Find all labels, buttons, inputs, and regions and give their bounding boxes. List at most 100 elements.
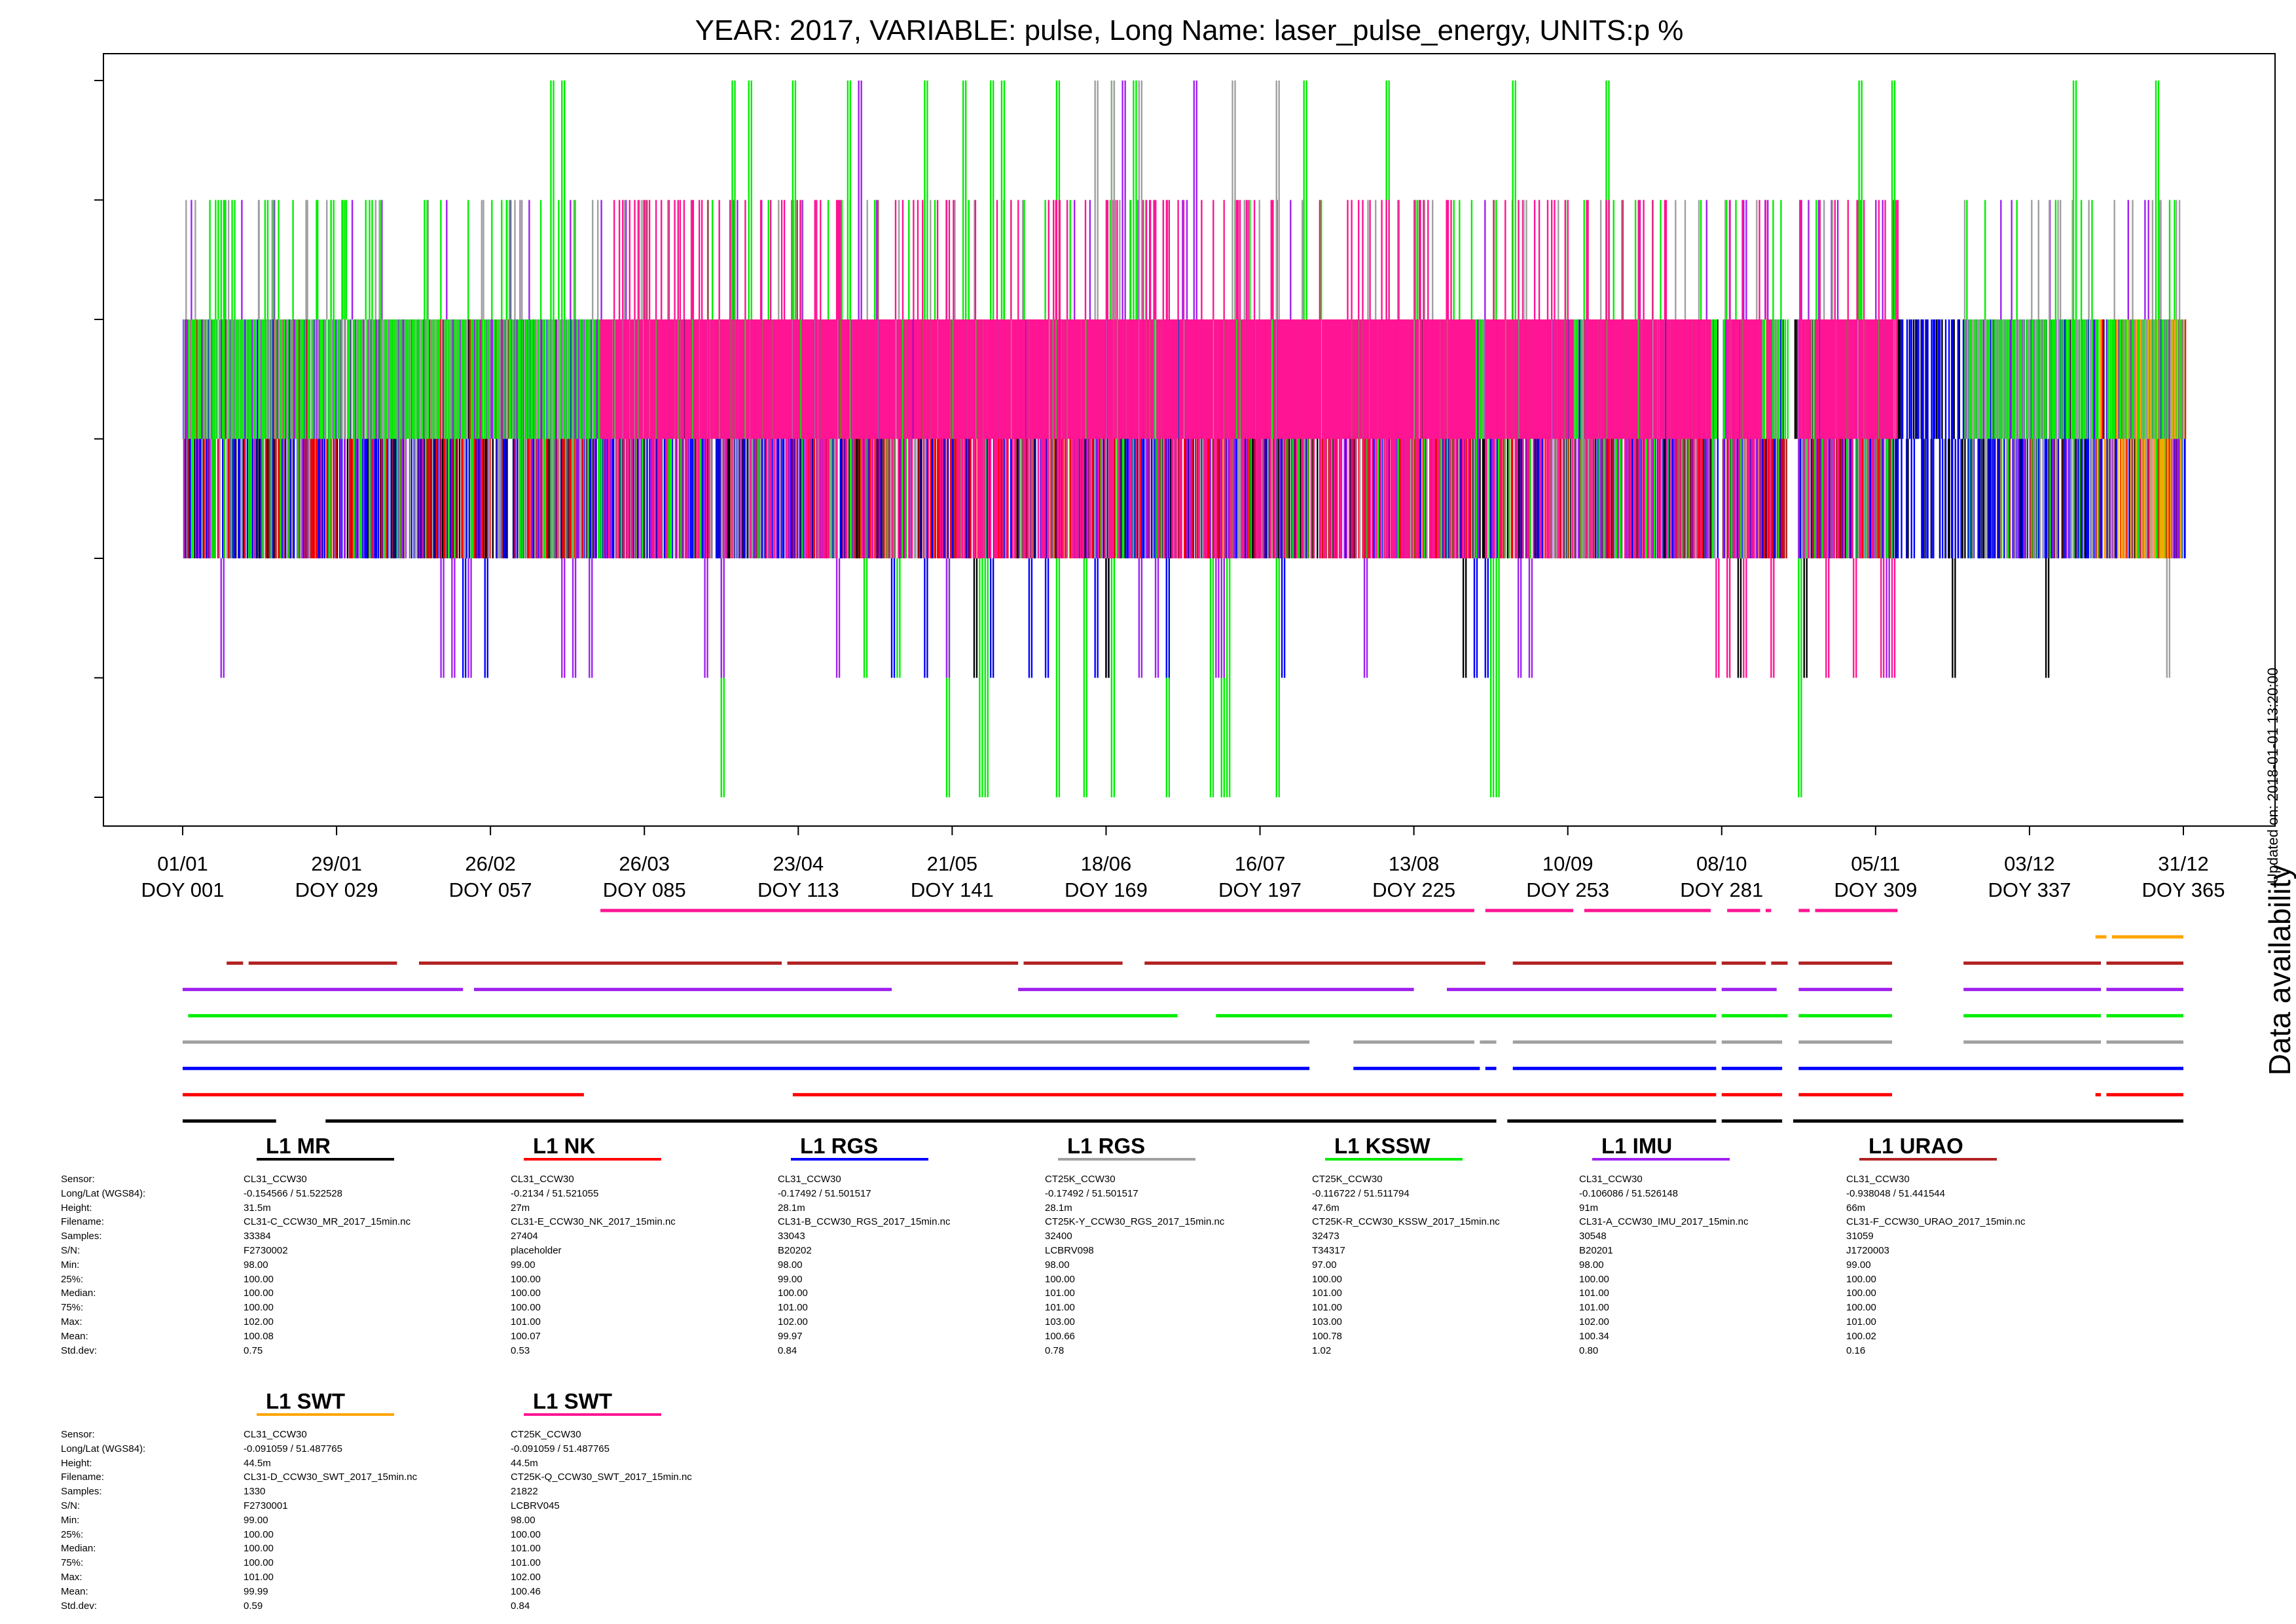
stats-value-filename: CL31-D_CCW30_SWT_2017_15min.nc — [244, 1471, 418, 1483]
stats-label: Min: — [61, 1514, 80, 1526]
spikes-cl31-ccw30-imu-l1 — [220, 81, 1890, 678]
y-tick-label — [60, 174, 84, 226]
stats-label: Std.dev: — [61, 1600, 98, 1612]
x-tick-doy: DOY 225 — [1372, 878, 1456, 901]
series-trace — [600, 200, 1899, 558]
x-tick-label: 10/09 DOY 253 — [1496, 851, 1640, 903]
stats-value-lonlat: -0.091059 / 51.487765 — [511, 1443, 610, 1454]
x-tick-label: 05/11 DOY 309 — [1804, 851, 1948, 903]
stats-value-filename: CT25K-R_CCW30_KSSW_2017_15min.nc — [1312, 1216, 1500, 1228]
stats-label: Height: — [61, 1202, 92, 1214]
stats-value-lonlat: -0.17492 / 51.501517 — [1045, 1187, 1139, 1199]
stats-value-height: 66m — [1846, 1202, 1866, 1214]
y-tick-label — [60, 293, 84, 346]
x-tick-label: 23/04 DOY 113 — [726, 851, 870, 903]
stats-block-title: L1 URAO — [1868, 1134, 1963, 1158]
x-tick-date: 05/11 — [1851, 852, 1901, 875]
stats-value-median: 100.00 — [511, 1288, 541, 1299]
stats-value-q25: 100.00 — [1045, 1273, 1075, 1285]
data-traces — [183, 81, 2187, 797]
stats-value-q25: 100.00 — [511, 1528, 541, 1540]
x-tick-label: 13/08 DOY 225 — [1342, 851, 1486, 903]
x-axis — [182, 825, 2184, 835]
x-tick-date: 21/05 — [926, 852, 978, 875]
y-tick-label — [60, 532, 84, 585]
stats-block-title: L1 RGS — [1067, 1134, 1146, 1158]
stats-value-q25: 100.00 — [511, 1273, 541, 1285]
stats-label: Mean: — [61, 1330, 88, 1342]
stats-value-sn: F2730001 — [244, 1500, 288, 1511]
stats-labels: Sensor: Long/Lat (WGS84): Height: Filename:… — [61, 1172, 145, 1358]
x-tick-doy: DOY 197 — [1218, 878, 1302, 901]
stats-value-median: 101.00 — [1579, 1288, 1609, 1299]
stats-value-std: 1.02 — [1312, 1344, 1332, 1356]
stats-value-min: 97.00 — [1312, 1259, 1337, 1271]
stats-label: S/N: — [61, 1244, 81, 1256]
stats-value-height: 27m — [511, 1202, 530, 1214]
stats-value-max: 102.00 — [244, 1316, 274, 1327]
stats-label: Filename: — [61, 1216, 104, 1228]
x-tick-label: 26/03 DOY 085 — [572, 851, 716, 903]
stats-value-samples: 31059 — [1846, 1231, 1874, 1242]
stats-value-sensor: CT25K_CCW30 — [1312, 1174, 1383, 1185]
x-tick-doy: DOY 169 — [1064, 878, 1148, 901]
x-tick-date: 31/12 — [2158, 852, 2209, 875]
x-tick-doy: DOY 001 — [141, 878, 225, 901]
stats-value-sensor: CL31_CCW30 — [511, 1174, 574, 1185]
chart-title: YEAR: 2017, VARIABLE: pulse, Long Name: … — [695, 14, 1684, 46]
x-tick-doy: DOY 029 — [295, 878, 378, 901]
stats-label: Median: — [61, 1543, 96, 1555]
stats-value-filename: CL31-B_CCW30_RGS_2017_15min.nc — [778, 1216, 951, 1228]
stats-label: 75%: — [61, 1302, 84, 1314]
stats-block-header: L1 MR — [244, 1130, 505, 1164]
x-tick-label: 16/07 DOY 197 — [1188, 851, 1332, 903]
stats-block-underline — [1058, 1158, 1195, 1161]
stats-label: 75%: — [61, 1557, 84, 1569]
x-tick-doy: DOY 057 — [448, 878, 532, 901]
y-tick-label — [60, 771, 84, 823]
x-tick-doy: DOY 085 — [602, 878, 686, 901]
stats-value-median: 100.00 — [778, 1288, 808, 1299]
x-tick-label: 18/06 DOY 169 — [1034, 851, 1178, 903]
stats-value-max: 102.00 — [511, 1571, 541, 1583]
stats-value-q25: 100.00 — [1312, 1273, 1342, 1285]
stats-block-header: L1 KSSW — [1312, 1130, 1574, 1164]
stats-value-max: 101.00 — [511, 1316, 541, 1327]
stats-block-header: L1 RGS — [778, 1130, 1040, 1164]
stats-block-underline — [257, 1413, 394, 1416]
stats-label: Sensor: — [61, 1174, 95, 1185]
stats-value-sn: J1720003 — [1846, 1244, 1889, 1256]
stats-value-samples: 32400 — [1045, 1231, 1072, 1242]
series-cl31-ccw30-swt-l1 — [2096, 319, 2185, 558]
stats-value-sensor: CL31_CCW30 — [1579, 1174, 1643, 1185]
stats-value-sensor: CL31_CCW30 — [1846, 1174, 1910, 1185]
stats-value-q75: 100.00 — [244, 1557, 274, 1569]
stats-value-mean: 100.07 — [511, 1330, 541, 1342]
stats-value-q75: 101.00 — [778, 1302, 808, 1314]
stats-block-header: L1 SWT — [511, 1386, 773, 1420]
stats-value-median: 100.00 — [244, 1543, 274, 1555]
y-axis — [94, 80, 104, 798]
stats-value-filename: CT25K-Y_CCW30_RGS_2017_15min.nc — [1045, 1216, 1225, 1228]
stats-block-header: L1 URAO — [1846, 1130, 2108, 1164]
stats-value-sn: F2730002 — [244, 1244, 288, 1256]
stats-value-q75: 101.00 — [1045, 1302, 1075, 1314]
stats-value-min: 98.00 — [244, 1259, 268, 1271]
stats-value-max: 103.00 — [1312, 1316, 1342, 1327]
stats-block-underline — [1325, 1158, 1463, 1161]
stats-value-samples: 32473 — [1312, 1231, 1339, 1242]
stats-value-std: 0.75 — [244, 1344, 263, 1356]
stats-block-title: L1 MR — [266, 1134, 331, 1158]
stats-label: Median: — [61, 1288, 96, 1299]
x-tick-label: 03/12 DOY 337 — [1958, 851, 2102, 903]
stats-block: L1 IMU CL31_CCW30 -0.106086 / 51.526148 91… — [1579, 1130, 1841, 1366]
x-tick-date: 03/12 — [2004, 852, 2055, 875]
stats-label: Min: — [61, 1259, 80, 1271]
stats-values: CL31_CCW30 -0.938048 / 51.441544 66m CL31-… — [1846, 1172, 2025, 1358]
stats-values: CL31_CCW30 -0.154566 / 51.522528 31.5m CL3… — [244, 1172, 410, 1358]
stats-label: Long/Lat (WGS84): — [61, 1187, 146, 1199]
series-trace — [2096, 319, 2185, 558]
stats-block: L1 URAO CL31_CCW30 -0.938048 / 51.441544 6… — [1846, 1130, 2108, 1366]
stats-label: S/N: — [61, 1500, 81, 1511]
